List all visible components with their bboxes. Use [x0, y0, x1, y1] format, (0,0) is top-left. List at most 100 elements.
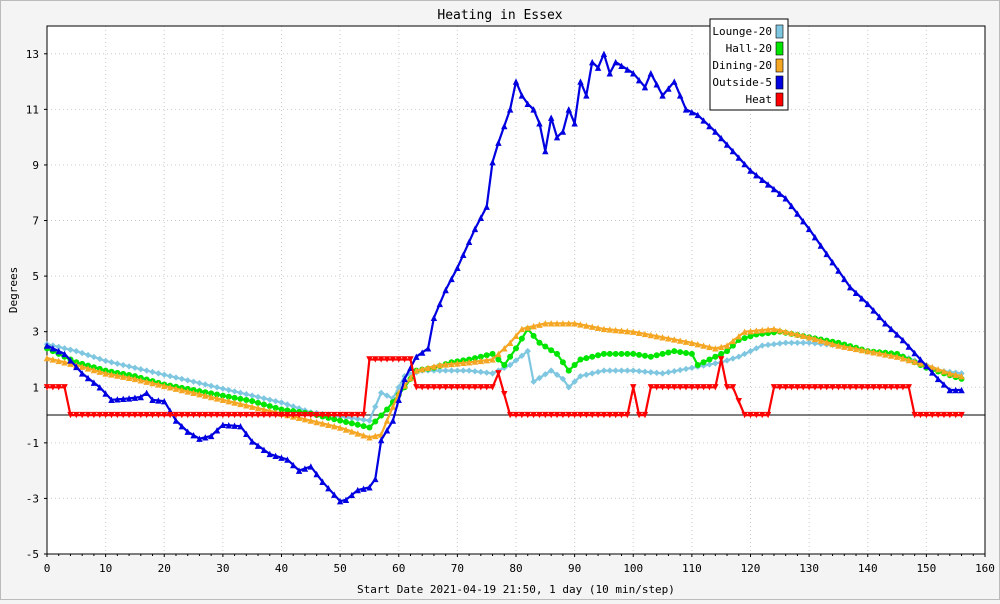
- data-point: [717, 134, 725, 142]
- data-point: [606, 367, 613, 374]
- data-point: [290, 403, 297, 410]
- data-point: [284, 456, 291, 463]
- data-point: [553, 320, 561, 327]
- data-point: [870, 384, 877, 391]
- data-point: [102, 357, 109, 365]
- data-point: [559, 411, 567, 419]
- data-point: [237, 389, 244, 397]
- legend: Lounge-20 Hall-20 Dining-20 Outside-5 Heat: [709, 18, 789, 111]
- data-point: [507, 353, 514, 360]
- data-point: [630, 70, 637, 77]
- data-point: [471, 384, 479, 391]
- data-point: [383, 417, 391, 424]
- data-point: [231, 388, 238, 395]
- data-point: [213, 395, 221, 402]
- x-tick-label: 70: [451, 562, 464, 575]
- data-point: [846, 284, 854, 291]
- data-point: [143, 367, 150, 374]
- data-point: [700, 384, 707, 391]
- data-point: [694, 362, 701, 369]
- data-point: [858, 295, 866, 302]
- data-point: [231, 399, 238, 406]
- data-point: [301, 411, 309, 419]
- data-point: [161, 382, 168, 390]
- data-point: [618, 367, 625, 374]
- data-point: [401, 375, 408, 383]
- data-point: [676, 366, 684, 374]
- x-tick-label: 110: [682, 562, 702, 575]
- data-point: [577, 356, 584, 363]
- data-point: [43, 384, 51, 391]
- data-point: [893, 331, 901, 338]
- data-point: [764, 326, 772, 333]
- data-point: [202, 392, 209, 399]
- legend-box: [709, 18, 789, 111]
- data-point: [612, 350, 619, 357]
- data-point: [612, 326, 619, 334]
- data-point: [929, 363, 936, 371]
- data-point: [647, 331, 655, 339]
- data-point: [331, 422, 338, 430]
- data-point: [225, 422, 232, 429]
- y-tick-label: 13: [26, 48, 39, 61]
- data-point: [354, 415, 361, 423]
- data-point: [354, 486, 361, 494]
- data-point: [243, 430, 250, 438]
- data-point: [372, 418, 379, 425]
- data-point: [336, 424, 344, 431]
- data-point: [61, 345, 68, 352]
- data-point: [676, 92, 684, 99]
- data-point: [407, 356, 414, 363]
- data-point: [278, 406, 285, 413]
- x-tick-label: 90: [568, 562, 581, 575]
- data-point: [172, 385, 180, 392]
- data-point: [682, 338, 690, 345]
- data-point: [870, 307, 877, 314]
- data-point: [413, 384, 420, 391]
- data-point: [125, 363, 133, 370]
- data-point: [899, 355, 907, 362]
- data-point: [78, 363, 86, 370]
- data-point: [888, 352, 895, 359]
- data-point: [384, 406, 391, 413]
- data-point: [864, 347, 871, 355]
- data-point: [805, 225, 813, 233]
- data-point: [225, 397, 232, 405]
- data-point: [90, 353, 98, 361]
- data-point: [342, 426, 350, 433]
- data-point: [460, 359, 467, 367]
- data-point: [536, 411, 543, 419]
- data-point: [378, 412, 385, 419]
- data-point: [295, 411, 303, 419]
- data-point: [120, 411, 127, 419]
- data-point: [952, 371, 959, 378]
- data-point: [131, 364, 139, 372]
- data-point: [319, 411, 326, 419]
- data-point: [483, 356, 490, 364]
- data-point: [559, 359, 566, 366]
- data-point: [419, 366, 426, 373]
- data-point: [741, 335, 748, 342]
- data-point: [465, 384, 473, 391]
- data-point: [717, 356, 725, 363]
- data-point: [155, 370, 162, 377]
- data-point: [178, 386, 186, 394]
- data-point: [577, 372, 584, 380]
- data-point: [366, 424, 373, 431]
- data-point: [753, 411, 760, 419]
- data-point: [190, 378, 197, 385]
- data-point: [172, 374, 180, 381]
- data-point: [577, 411, 584, 419]
- data-point: [735, 154, 742, 161]
- data-point: [442, 367, 449, 374]
- data-point: [776, 190, 784, 197]
- data-point: [114, 372, 121, 379]
- data-point: [336, 411, 344, 419]
- data-point: [946, 370, 954, 377]
- data-point: [764, 341, 772, 349]
- data-point: [336, 498, 344, 505]
- data-point: [372, 475, 379, 483]
- data-point: [202, 381, 209, 388]
- data-point: [219, 392, 226, 399]
- x-tick-label: 120: [741, 562, 761, 575]
